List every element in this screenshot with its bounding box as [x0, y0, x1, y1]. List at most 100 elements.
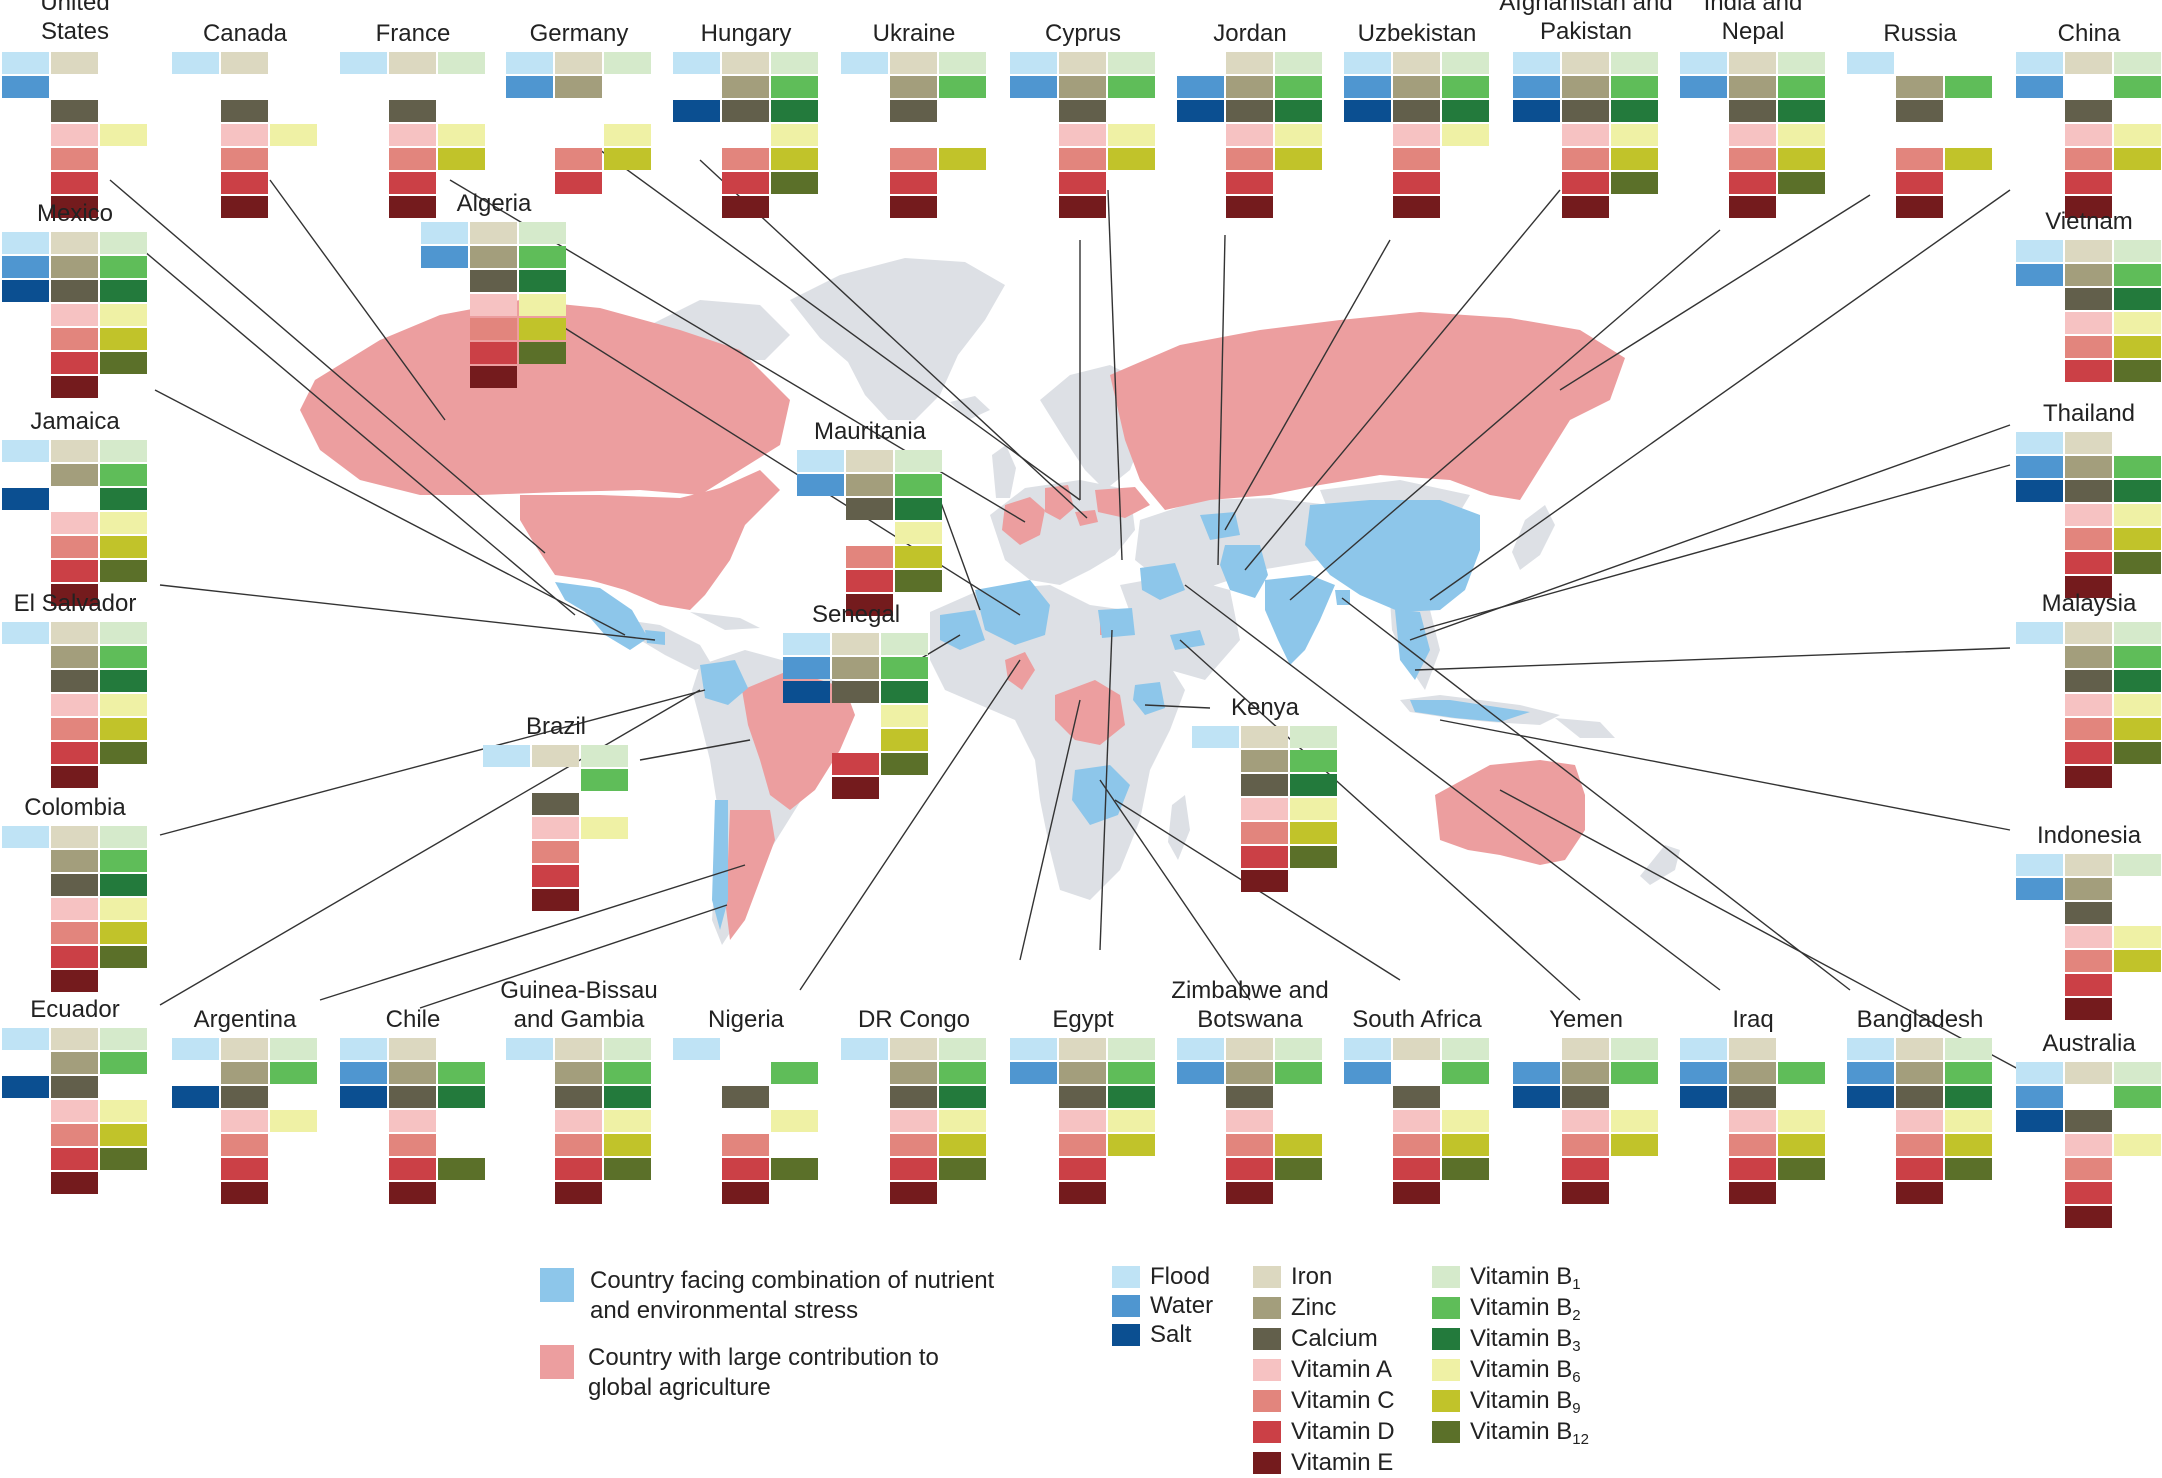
cell-flood: [1177, 1038, 1224, 1060]
cell-vitE: [2065, 1206, 2112, 1228]
cell-zinc: [51, 256, 98, 278]
country-name: Australia: [2042, 1030, 2136, 1057]
cell-zinc: [389, 1062, 436, 1084]
country-name: El Salvador: [13, 590, 137, 617]
cell-B1: [100, 622, 147, 644]
cell-flood: [506, 52, 553, 74]
cell-zinc: [1562, 76, 1609, 98]
cell-B6: [581, 817, 628, 839]
country-name: Iraq: [1732, 1006, 1774, 1033]
leader-line-hungary: [699, 159, 1088, 519]
cell-iron: [2065, 1062, 2112, 1084]
cell-B1: [881, 633, 928, 655]
cell-B2: [519, 246, 566, 268]
cell-vitD: [1729, 1158, 1776, 1180]
cell-flood: [1010, 52, 1057, 74]
cell-B6: [100, 124, 147, 146]
cell-B2: [1778, 76, 1825, 98]
cell-vitE: [555, 1182, 602, 1204]
cell-B1: [1290, 726, 1337, 748]
cell-vitA: [2065, 694, 2112, 716]
cell-zinc: [890, 76, 937, 98]
cell-zinc: [555, 76, 602, 98]
cell-iron: [1562, 1038, 1609, 1060]
cell-B2: [2114, 456, 2161, 478]
cell-iron: [2065, 854, 2112, 876]
cell-B1: [604, 1038, 651, 1060]
cell-vitC: [1059, 148, 1106, 170]
cell-B1: [1442, 1038, 1489, 1060]
leader-line-united-states: [109, 179, 546, 554]
legend-swatch-water: [1112, 1295, 1140, 1317]
leader-line-chile: [419, 904, 728, 1009]
country-name: Hungary: [700, 20, 792, 47]
ukraine-shape: [1095, 487, 1150, 518]
cell-vitA: [2065, 926, 2112, 948]
cell-iron: [890, 1038, 937, 1060]
cell-B2: [604, 1062, 651, 1084]
legend-swatch-B9: [1432, 1390, 1460, 1412]
cell-B6: [604, 124, 651, 146]
cell-vitD: [221, 1158, 268, 1180]
cell-vitC: [890, 148, 937, 170]
cell-vitC: [1729, 1134, 1776, 1156]
legend-swatch-vitE: [1253, 1452, 1281, 1474]
cell-iron: [1729, 1038, 1776, 1060]
cell-iron: [389, 52, 436, 74]
cell-B2: [100, 646, 147, 668]
cell-calcium: [1562, 1086, 1609, 1108]
cell-salt: [1177, 100, 1224, 122]
cell-zinc: [470, 246, 517, 268]
cell-zinc: [51, 464, 98, 486]
china-shape: [1305, 500, 1480, 612]
legend-label-B12: Vitamin B12: [1470, 1417, 1589, 1455]
cell-calcium: [890, 100, 937, 122]
cell-vitD: [1393, 172, 1440, 194]
cell-vitD: [2065, 360, 2112, 382]
cell-B2: [939, 76, 986, 98]
legend-label-subscript: 3: [1572, 1338, 1581, 1355]
cell-vitC: [51, 718, 98, 740]
leader-line-cyprus: [1107, 189, 1123, 561]
cell-B1: [1108, 52, 1155, 74]
cell-B9: [100, 922, 147, 944]
leader-line-argentina: [319, 864, 746, 1001]
legend-label-B2: Vitamin B2: [1470, 1293, 1581, 1331]
cell-iron: [51, 826, 98, 848]
legend-label-text: Vitamin C: [1291, 1387, 1395, 1414]
cell-B2: [1945, 1062, 1992, 1084]
cell-B2: [1945, 76, 1992, 98]
leader-lines: [109, 149, 2021, 1071]
cell-B1: [1275, 1038, 1322, 1060]
cell-B1: [100, 1028, 147, 1050]
leader-line-afghanistan-and-pakistan: [1244, 189, 1561, 571]
legend-label-subscript: 2: [1572, 1307, 1581, 1324]
iraq-jordan-shape: [1140, 563, 1185, 600]
cell-flood: [2, 52, 49, 74]
cell-B12: [1945, 1158, 1992, 1180]
cell-calcium: [389, 1086, 436, 1108]
cell-vitA: [2065, 1134, 2112, 1156]
leader-line-australia: [1499, 789, 2021, 1071]
cell-B6: [1945, 1110, 1992, 1132]
cell-water: [1513, 76, 1560, 98]
legend-label-vitD: Vitamin D: [1291, 1417, 1395, 1447]
leader-line-zimbabwe-and-botswana: [1099, 779, 1251, 1001]
cell-B12: [1778, 1158, 1825, 1180]
cell-B2: [100, 256, 147, 278]
cell-B12: [1442, 1158, 1489, 1180]
cell-vitD: [2065, 172, 2112, 194]
cell-vitA: [51, 1100, 98, 1122]
cell-B1: [1945, 1038, 1992, 1060]
cell-vitE: [51, 970, 98, 992]
cell-B9: [100, 328, 147, 350]
country-name: Ecuador: [30, 996, 120, 1023]
cell-vitA: [221, 124, 268, 146]
russia-shape: [1110, 312, 1625, 510]
cell-vitE: [832, 777, 879, 799]
cell-vitE: [51, 584, 98, 606]
legend-label-text: Vitamin B: [1470, 1294, 1573, 1321]
cell-calcium: [555, 1086, 602, 1108]
cell-B6: [2114, 504, 2161, 526]
leader-line-bangladesh: [1341, 597, 1851, 991]
